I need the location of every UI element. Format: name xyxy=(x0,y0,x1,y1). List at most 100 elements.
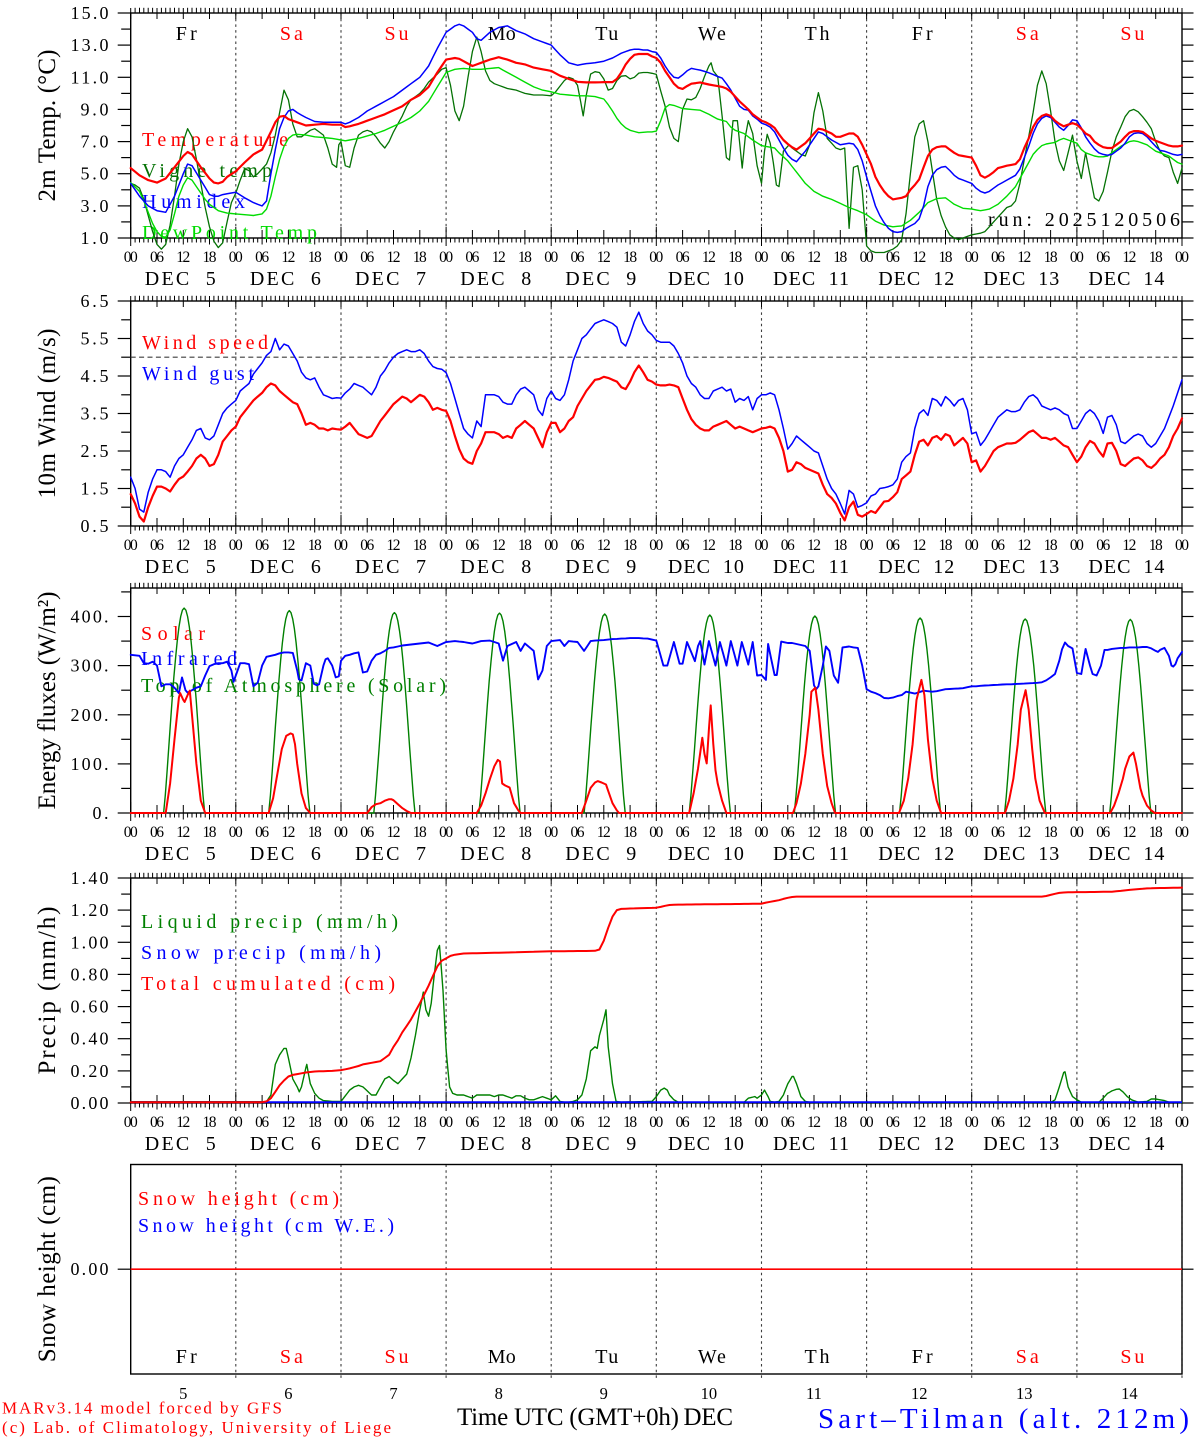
svg-text:06: 06 xyxy=(571,249,585,266)
svg-text:12: 12 xyxy=(492,1114,506,1131)
svg-text:Fr: Fr xyxy=(912,23,933,45)
svg-text:8: 8 xyxy=(495,1384,503,1403)
svg-text:12: 12 xyxy=(807,1114,821,1131)
svg-text:06: 06 xyxy=(886,249,900,266)
svg-text:00: 00 xyxy=(334,537,348,554)
svg-text:18: 18 xyxy=(1149,824,1163,841)
svg-text:12: 12 xyxy=(912,1114,926,1131)
svg-text:12: 12 xyxy=(597,1114,611,1131)
svg-text:DEC 12: DEC 12 xyxy=(878,843,954,865)
svg-text:00: 00 xyxy=(1070,824,1084,841)
svg-text:06: 06 xyxy=(150,824,164,841)
svg-text:00: 00 xyxy=(1175,249,1189,266)
svg-text:Fr: Fr xyxy=(912,1346,933,1368)
svg-text:12: 12 xyxy=(176,249,190,266)
svg-text:4.5: 4.5 xyxy=(81,366,109,386)
svg-text:7: 7 xyxy=(389,1384,397,1403)
svg-text:DEC 11: DEC 11 xyxy=(773,843,849,865)
svg-text:0.5: 0.5 xyxy=(81,516,109,536)
svg-text:DEC 10: DEC 10 xyxy=(668,556,744,578)
svg-text:12: 12 xyxy=(1122,824,1136,841)
svg-text:06: 06 xyxy=(571,537,585,554)
svg-text:DEC 8: DEC 8 xyxy=(460,268,531,290)
svg-text:06: 06 xyxy=(781,537,795,554)
svg-text:00: 00 xyxy=(755,824,769,841)
svg-text:12: 12 xyxy=(492,824,506,841)
svg-text:12: 12 xyxy=(912,824,926,841)
svg-text:We: We xyxy=(698,23,726,45)
svg-text:06: 06 xyxy=(571,824,585,841)
svg-text:18: 18 xyxy=(728,249,742,266)
svg-text:00: 00 xyxy=(755,249,769,266)
svg-text:1.00: 1.00 xyxy=(71,932,109,952)
svg-text:11: 11 xyxy=(806,1384,822,1403)
svg-text:DEC 13: DEC 13 xyxy=(983,268,1059,290)
svg-text:Energy fluxes (W/m²): Energy fluxes (W/m²) xyxy=(34,592,61,810)
svg-text:12: 12 xyxy=(702,249,716,266)
svg-text:00: 00 xyxy=(124,537,138,554)
svg-text:DEC 9: DEC 9 xyxy=(565,1133,636,1155)
svg-text:18: 18 xyxy=(1149,249,1163,266)
svg-text:00: 00 xyxy=(1070,1114,1084,1131)
svg-text:06: 06 xyxy=(991,249,1005,266)
svg-text:00: 00 xyxy=(439,537,453,554)
svg-text:12: 12 xyxy=(807,249,821,266)
svg-text:10m Wind (m/s): 10m Wind (m/s) xyxy=(34,329,61,499)
svg-text:00: 00 xyxy=(334,249,348,266)
svg-text:18: 18 xyxy=(1044,1114,1058,1131)
svg-text:18: 18 xyxy=(308,824,322,841)
svg-text:06: 06 xyxy=(150,1114,164,1131)
svg-text:DEC 7: DEC 7 xyxy=(355,843,426,865)
svg-text:DEC 10: DEC 10 xyxy=(668,1133,744,1155)
svg-text:DEC 8: DEC 8 xyxy=(460,843,531,865)
svg-text:06: 06 xyxy=(150,537,164,554)
svg-text:00: 00 xyxy=(1070,537,1084,554)
svg-text:12: 12 xyxy=(281,537,295,554)
svg-text:DEC 12: DEC 12 xyxy=(878,1133,954,1155)
svg-text:0.60: 0.60 xyxy=(71,997,109,1017)
svg-text:12: 12 xyxy=(1017,1114,1031,1131)
svg-text:06: 06 xyxy=(571,1114,585,1131)
svg-text:06: 06 xyxy=(781,249,795,266)
svg-text:DEC 5: DEC 5 xyxy=(145,268,216,290)
svg-text:00: 00 xyxy=(649,537,663,554)
svg-text:12: 12 xyxy=(702,824,716,841)
svg-text:18: 18 xyxy=(728,537,742,554)
svg-text:0.: 0. xyxy=(93,803,109,823)
svg-text:12: 12 xyxy=(492,537,506,554)
svg-text:00: 00 xyxy=(124,1114,138,1131)
svg-text:DEC 11: DEC 11 xyxy=(773,268,849,290)
svg-text:14: 14 xyxy=(1121,1384,1138,1403)
svg-text:DEC 13: DEC 13 xyxy=(983,843,1059,865)
svg-text:18: 18 xyxy=(1044,249,1058,266)
svg-text:12: 12 xyxy=(281,1114,295,1131)
svg-text:12: 12 xyxy=(1017,249,1031,266)
svg-text:1.5: 1.5 xyxy=(81,479,109,499)
svg-text:12: 12 xyxy=(807,824,821,841)
svg-text:00: 00 xyxy=(439,249,453,266)
svg-text:12: 12 xyxy=(176,1114,190,1131)
svg-text:06: 06 xyxy=(360,1114,374,1131)
svg-text:18: 18 xyxy=(833,537,847,554)
svg-text:06: 06 xyxy=(676,1114,690,1131)
svg-text:DEC 11: DEC 11 xyxy=(773,556,849,578)
svg-text:0.20: 0.20 xyxy=(71,1061,109,1081)
svg-text:00: 00 xyxy=(1175,824,1189,841)
svg-text:06: 06 xyxy=(255,1114,269,1131)
svg-text:00: 00 xyxy=(334,1114,348,1131)
svg-text:2.5: 2.5 xyxy=(81,441,109,461)
svg-text:18: 18 xyxy=(308,249,322,266)
svg-text:00: 00 xyxy=(229,1114,243,1131)
svg-text:18: 18 xyxy=(1149,537,1163,554)
svg-text:DEC 11: DEC 11 xyxy=(773,1133,849,1155)
svg-text:1.20: 1.20 xyxy=(71,900,109,920)
svg-text:12: 12 xyxy=(492,249,506,266)
svg-text:06: 06 xyxy=(886,537,900,554)
svg-text:12: 12 xyxy=(176,824,190,841)
svg-text:Precip (mm/h): Precip (mm/h) xyxy=(34,907,61,1075)
svg-text:DEC 12: DEC 12 xyxy=(878,556,954,578)
svg-text:06: 06 xyxy=(465,1114,479,1131)
svg-text:18: 18 xyxy=(518,1114,532,1131)
svg-text:12: 12 xyxy=(387,1114,401,1131)
svg-text:10: 10 xyxy=(701,1384,718,1403)
